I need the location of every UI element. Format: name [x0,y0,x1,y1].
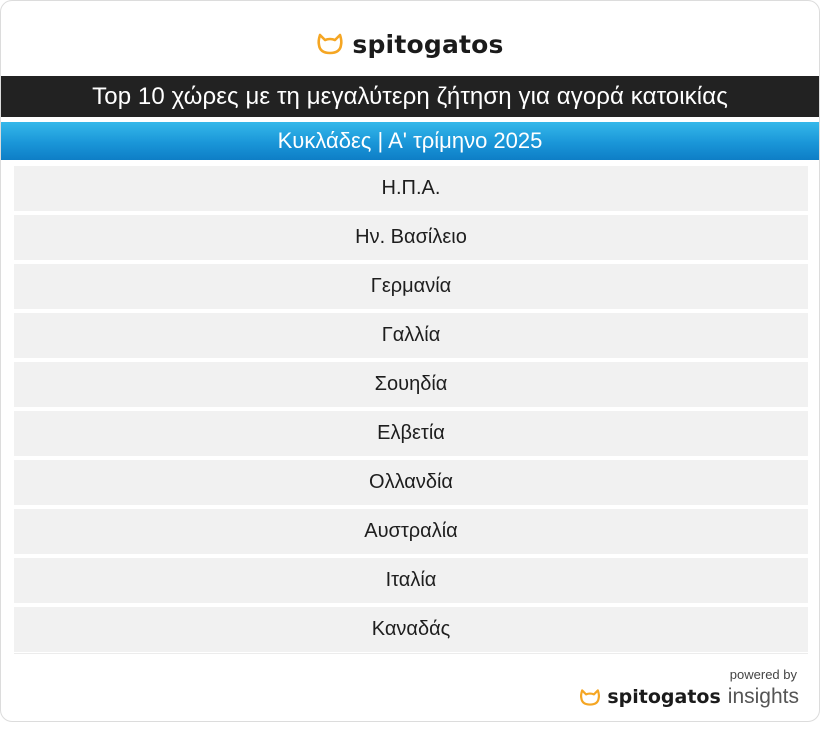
list-item: Ολλανδία [14,460,808,505]
list-item: Γερμανία [14,264,808,309]
list-item: Καναδάς [14,607,808,652]
cat-icon [317,33,344,55]
list-item: Αυστραλία [14,509,808,554]
powered-by-label: powered by [729,667,797,682]
cat-icon [580,688,601,706]
list-item: Η.Π.Α. [14,166,808,211]
brand-logo: spitogatos [1,27,819,61]
page-title: Top 10 χώρες με τη μεγαλύτερη ζήτηση για… [1,76,819,117]
page-subtitle: Κυκλάδες | Α' τρίμηνο 2025 [1,122,819,160]
footer-brand-name: spitogatos [607,686,721,708]
list-item: Σουηδία [14,362,808,407]
list-item: Ιταλία [14,558,808,603]
footer-logo: spitogatos insights [579,684,799,710]
list-item: Ελβετία [14,411,808,456]
footer-divider [14,653,808,654]
list-item: Γαλλία [14,313,808,358]
footer-brand-suffix: insights [727,685,799,708]
list-item: Ην. Βασίλειο [14,215,808,260]
brand-name: spitogatos [352,29,504,59]
country-list: Η.Π.Α. Ην. Βασίλειο Γερμανία Γαλλία Σουη… [14,166,808,656]
